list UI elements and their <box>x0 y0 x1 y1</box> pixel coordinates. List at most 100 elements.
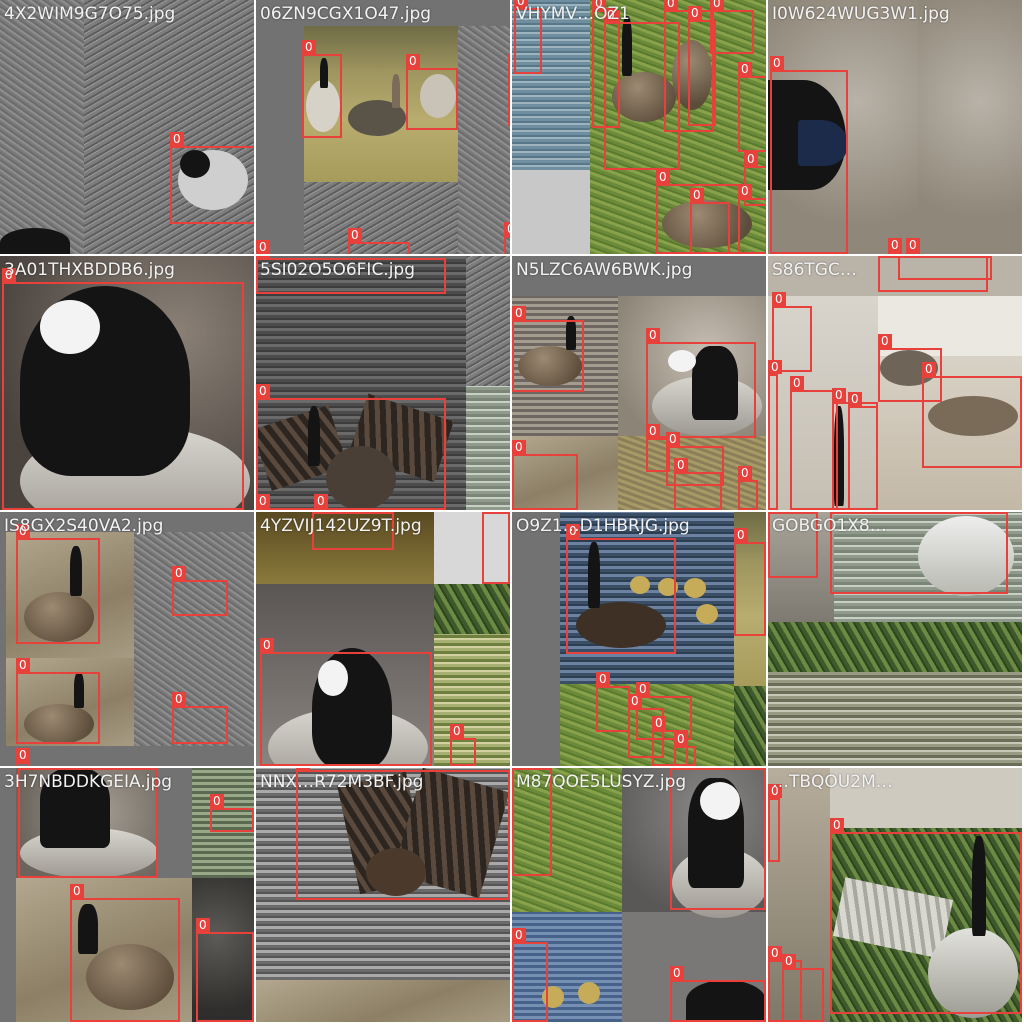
detection-box: 0 <box>302 40 342 138</box>
class-label: 0 <box>738 184 752 198</box>
goose-shape <box>420 74 456 118</box>
photo-foliage <box>434 584 510 634</box>
class-label: 0 <box>790 376 804 390</box>
detection-box: 0 <box>690 188 730 254</box>
detection-box: 0 <box>314 494 394 510</box>
goose-shape <box>86 944 174 1010</box>
detection-box: 0 <box>738 62 766 152</box>
class-label: 0 <box>592 0 606 10</box>
class-label: 0 <box>738 466 752 480</box>
detection-box: 0 <box>688 6 716 126</box>
class-label: 0 <box>566 524 580 538</box>
mosaic-tile: 3A01THXBDDB6.jpg 0 <box>0 256 254 510</box>
class-label: 0 <box>504 222 510 236</box>
photo-ground <box>512 436 618 510</box>
class-label: 0 <box>256 384 270 398</box>
photo-grass <box>458 26 510 254</box>
detection-box: 0 <box>768 784 782 862</box>
detection-box: 0 <box>196 918 254 1022</box>
class-label: 0 <box>656 170 670 184</box>
detection-box: 0 <box>16 524 100 644</box>
detection-box: 0 <box>636 682 692 740</box>
image-filename: 3A01THXBDDB6.jpg <box>4 260 175 280</box>
class-label: 0 <box>690 188 704 202</box>
class-label: 0 <box>16 748 30 762</box>
detection-box: 0 <box>450 724 476 766</box>
image-filename: 5SI02O5O6FIC.jpg <box>260 260 416 280</box>
class-label: 0 <box>768 946 782 960</box>
photo-bright <box>512 170 590 254</box>
mosaic-tile: IS8GX2S40VA2.jpg 0 0 0 0 0 <box>0 512 254 766</box>
class-label: 0 <box>70 884 84 898</box>
class-label: 0 <box>514 0 528 8</box>
detection-box: 0 <box>830 512 1008 594</box>
goose-shape <box>40 768 110 848</box>
photo-water <box>512 912 622 1022</box>
detection-box: 0 <box>768 360 782 510</box>
mosaic-tile: 5SI02O5O6FIC.jpg 0 0 0 0 <box>256 256 510 510</box>
photo-pale <box>878 296 1022 356</box>
detection-box: 0 <box>312 512 394 550</box>
photo-foliage <box>734 686 766 766</box>
class-label: 0 <box>172 566 186 580</box>
photo-water <box>466 386 510 510</box>
mosaic-tile: …TBQOU2M… 0 0 0 0 <box>768 768 1022 1022</box>
class-label: 0 <box>170 132 184 146</box>
detection-box: 0 <box>652 716 688 766</box>
goose-shape <box>24 592 94 642</box>
photo-grass <box>0 0 84 254</box>
detection-box: 0 <box>604 8 680 170</box>
mosaic-tile: N5LZC6AW6BWK.jpg 0 0 0 0 0 0 0 <box>512 256 766 510</box>
class-label: 0 <box>256 256 270 258</box>
goose-shape <box>0 228 70 254</box>
detection-box: 0 <box>770 56 848 254</box>
detection-box: 0 <box>848 392 878 510</box>
class-label: 0 <box>512 306 526 320</box>
detection-box: 0 <box>878 256 988 292</box>
padding-area <box>256 0 304 254</box>
detection-box: 0 <box>172 692 228 744</box>
photo-blur <box>918 0 1022 254</box>
class-label: 0 <box>302 40 316 54</box>
class-label: 0 <box>888 238 902 252</box>
detection-box: 0 <box>296 768 510 900</box>
class-label: 0 <box>674 732 688 746</box>
detection-box: 0 <box>738 466 758 510</box>
detection-box: 0 <box>16 748 30 766</box>
class-label: 0 <box>314 494 328 508</box>
class-label: 0 <box>906 238 920 252</box>
class-label: 0 <box>770 56 784 70</box>
detection-box: 0 <box>18 768 158 878</box>
detection-box: 0 <box>878 334 942 402</box>
mosaic-tile: S86TGC… 0 0 0 0 0 0 0 0 0 <box>768 256 1022 510</box>
class-label: 0 <box>688 6 702 20</box>
class-label: 0 <box>512 440 526 454</box>
class-label: 0 <box>172 692 186 706</box>
gosling-shape <box>684 578 706 598</box>
mosaic-tile: M87QOE5LUSYZ.jpg 0 0 0 0 <box>512 768 766 1022</box>
goose-shape <box>318 660 348 696</box>
goose-shape <box>320 58 328 88</box>
mosaic-tile: GOBGO1X8… 0 0 <box>768 512 1022 766</box>
detection-box: 0 <box>674 458 722 510</box>
class-label: 0 <box>744 152 758 166</box>
detection-box: 0 <box>646 424 670 472</box>
goose-shape <box>70 546 82 596</box>
class-label: 0 <box>512 928 526 942</box>
detection-box: 0 <box>512 306 584 392</box>
image-filename: NNX…R72M3BF.jpg <box>260 772 424 792</box>
class-label: 0 <box>256 240 270 254</box>
detection-box: 0 <box>596 672 630 732</box>
goose-shape <box>928 396 1018 436</box>
detection-box: 0 <box>888 238 902 254</box>
detection-box: 0 <box>512 440 578 510</box>
class-label: 0 <box>508 82 510 96</box>
class-label: 0 <box>16 524 30 538</box>
class-label: 0 <box>710 0 724 10</box>
class-label: 0 <box>508 54 510 68</box>
detection-box: 0 <box>830 818 1022 1014</box>
class-label: 0 <box>878 334 892 348</box>
detection-box: 0 <box>482 512 510 584</box>
class-label: 0 <box>768 360 782 374</box>
